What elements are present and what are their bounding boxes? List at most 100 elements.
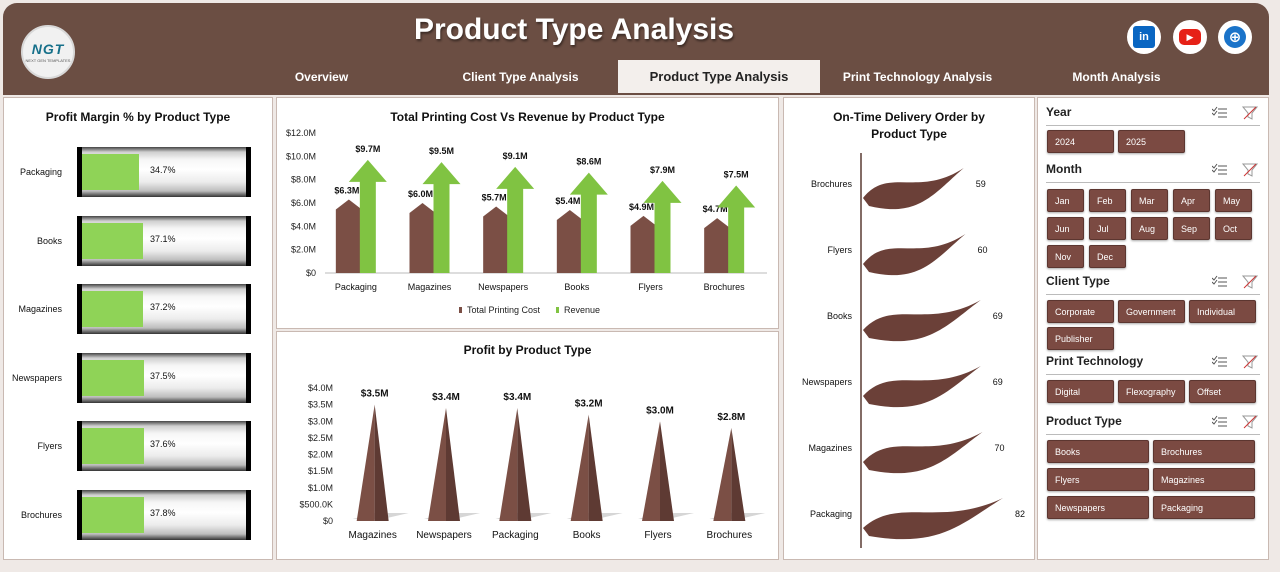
y-tick-label: $0 [323,516,333,526]
linkedin-button[interactable]: in [1127,20,1161,54]
website-button[interactable]: ⊕ [1218,20,1252,54]
slicer-button-individual[interactable]: Individual [1189,300,1256,323]
delivery-panel: On-Time Delivery Order by Product Type B… [783,97,1035,560]
pm-bar: 37.6% [77,421,251,471]
delivery-value-label: 69 [993,377,1003,387]
slicer-button-jan[interactable]: Jan [1047,189,1084,212]
profit-panel: Profit by Product Type $0 $500.0K $1.0M $1.… [276,331,779,560]
x-tick-label: Packaging [492,530,539,541]
y-tick-label: Flyers [828,245,853,255]
legend-label-revenue: Revenue [564,305,600,315]
logo: NGT NEXT GEN TEMPLATES [21,25,75,79]
slicer-button-books[interactable]: Books [1047,440,1149,463]
x-tick-label: Brochures [704,282,746,292]
clear-filter-icon[interactable] [1241,355,1259,369]
slicer-button-flexography[interactable]: Flexography [1118,380,1185,403]
slicer-divider [1046,182,1260,183]
multi-select-icon[interactable] [1211,163,1228,177]
delivery-bar [863,498,1003,540]
profit-value-label: $2.8M [717,412,745,423]
y-tick-label: Books [827,311,853,321]
slicer-button-brochures[interactable]: Brochures [1153,440,1255,463]
legend-swatch-cost [459,307,462,313]
slicer-button-mar[interactable]: Mar [1131,189,1168,212]
slicer-title-month: Month [1046,162,1082,176]
delivery-bar [863,366,981,408]
slicer-button-newspapers[interactable]: Newspapers [1047,496,1149,519]
multi-select-icon[interactable] [1211,355,1228,369]
revenue-value-label: $9.1M [503,151,528,161]
x-tick-label: Flyers [644,530,671,541]
y-tick-label: $4.0M [291,221,316,231]
slicer-button-oct[interactable]: Oct [1215,217,1252,240]
x-tick-label: Magazines [408,282,452,292]
profit-value-label: $3.4M [432,392,460,403]
slicer-button-2025[interactable]: 2025 [1118,130,1185,153]
youtube-button[interactable]: ▶ [1173,20,1207,54]
pm-label: Magazines [18,304,62,314]
y-tick-label: $8.0M [291,175,316,185]
slicer-button-magazines[interactable]: Magazines [1153,468,1255,491]
slicer-button-dec[interactable]: Dec [1089,245,1126,268]
pm-value-label: 37.8% [150,507,176,518]
youtube-icon: ▶ [1179,29,1201,45]
multi-select-icon[interactable] [1211,106,1228,120]
slicer-button-corporate[interactable]: Corporate [1047,300,1114,323]
tab-print-technology-analysis[interactable]: Print Technology Analysis [842,69,993,84]
clear-filter-icon[interactable] [1241,106,1259,120]
multi-select-icon[interactable] [1211,415,1228,429]
delivery-value-label: 82 [1015,509,1025,519]
slicer-button-jul[interactable]: Jul [1089,217,1126,240]
clear-filter-icon[interactable] [1241,415,1259,429]
slicer-button-may[interactable]: May [1215,189,1252,212]
slicer-button-government[interactable]: Government [1118,300,1185,323]
slicer-button-packaging[interactable]: Packaging [1153,496,1255,519]
slicer-button-flyers[interactable]: Flyers [1047,468,1149,491]
slicer-button-2024[interactable]: 2024 [1047,130,1114,153]
slicer-icons [1211,163,1259,177]
slicer-button-jun[interactable]: Jun [1047,217,1084,240]
tab-overview[interactable]: Overview [294,69,349,84]
clear-filter-icon[interactable] [1241,163,1259,177]
pyramid-right-face [731,427,746,521]
profit-chart: $0 $500.0K $1.0M $1.5M $2.0M $2.5M $3.0M $3.5M $… [299,383,766,541]
pm-bar: 37.8% [77,489,251,540]
pm-bar-fill [82,222,143,259]
tab-product-type-analysis[interactable]: Product Type Analysis [618,60,820,93]
profit-title: Profit by Product Type [463,343,592,357]
y-tick-label: $12.0M [286,128,316,138]
legend-swatch-revenue [556,307,559,313]
logo-subtext: NEXT GEN TEMPLATES [25,58,71,63]
cost-bar [483,206,510,273]
page-title: Product Type Analysis [413,13,735,46]
pm-bar-fill [82,359,144,396]
pm-bar: 37.2% [77,284,251,334]
x-tick-label: Magazines [348,530,396,541]
cost-value-label: $5.4M [555,196,580,206]
slicer-button-digital[interactable]: Digital [1047,380,1114,403]
tab-client-type-analysis[interactable]: Client Type Analysis [462,69,579,84]
slicer-button-nov[interactable]: Nov [1047,245,1084,268]
delivery-value-label: 59 [976,179,986,189]
clear-filter-icon[interactable] [1241,275,1259,289]
cost-bar [556,210,583,273]
revenue-bar [348,159,387,273]
slicer-button-feb[interactable]: Feb [1089,189,1126,212]
slicer-button-sep[interactable]: Sep [1173,217,1210,240]
y-tick-label: $2.5M [308,433,333,443]
cost-value-label: $5.7M [482,193,507,203]
delivery-chart: Brochures 59 Flyers 60 Books 69 Newspapers 69 Ma… [802,153,1025,548]
revenue-bar [569,172,608,273]
x-tick-label: Brochures [707,530,753,541]
cost-value-label: $6.0M [408,189,433,199]
tab-month-analysis[interactable]: Month Analysis [1072,69,1161,84]
slicer-button-aug[interactable]: Aug [1131,217,1168,240]
delivery-bar [863,432,983,474]
slicer-button-apr[interactable]: Apr [1173,189,1210,212]
globe-icon: ⊕ [1224,26,1246,48]
multi-select-icon[interactable] [1211,275,1228,289]
pyramid-left-face [499,407,518,521]
slicer-button-publisher[interactable]: Publisher [1047,327,1114,350]
slicer-button-offset[interactable]: Offset [1189,380,1256,403]
x-tick-label: Books [573,530,601,541]
